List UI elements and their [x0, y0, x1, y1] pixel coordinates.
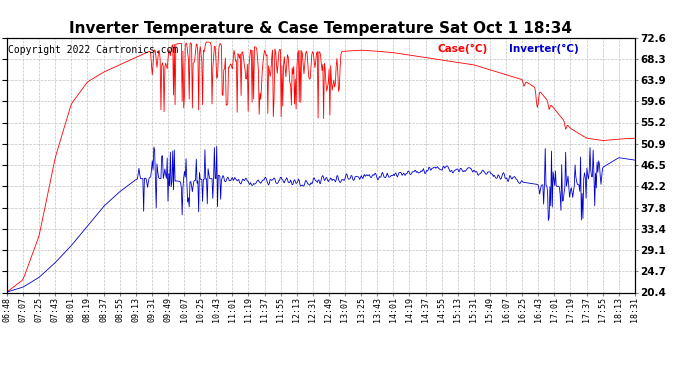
Title: Inverter Temperature & Case Temperature Sat Oct 1 18:34: Inverter Temperature & Case Temperature …	[70, 21, 572, 36]
Text: Inverter(°C): Inverter(°C)	[509, 44, 579, 54]
Text: Case(°C): Case(°C)	[437, 44, 487, 54]
Text: Copyright 2022 Cartronics.com: Copyright 2022 Cartronics.com	[8, 45, 179, 55]
